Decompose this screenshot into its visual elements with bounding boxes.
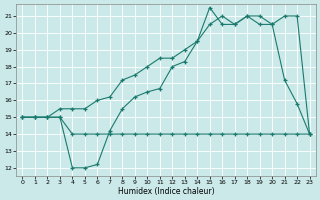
X-axis label: Humidex (Indice chaleur): Humidex (Indice chaleur) [118, 187, 214, 196]
